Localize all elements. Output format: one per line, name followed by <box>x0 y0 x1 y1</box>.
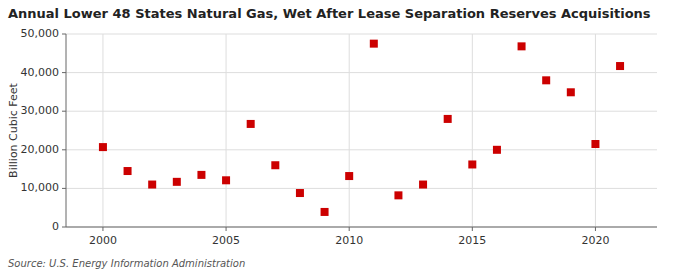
grid <box>66 34 657 227</box>
x-tick-label: 2010 <box>335 234 363 247</box>
y-tick <box>62 227 66 228</box>
point <box>99 143 107 151</box>
x-axis-line <box>66 227 657 228</box>
x-tick <box>102 227 103 231</box>
chart: 0 10,000 20,000 30,000 40,000 50,000 2000 2005 2… <box>0 0 675 275</box>
y-tick <box>62 111 66 112</box>
point <box>321 208 329 216</box>
axes: 0 10,000 20,000 30,000 40,000 50,000 2000 2005 2… <box>21 27 658 247</box>
x-tick-label: 2005 <box>212 234 240 247</box>
x-grid-line <box>595 34 596 227</box>
point <box>419 181 427 189</box>
y-grid-line <box>66 34 657 35</box>
y-tick-label: 0 <box>52 220 59 233</box>
point <box>222 176 230 184</box>
point <box>493 146 501 154</box>
point <box>173 178 181 186</box>
y-tick <box>62 34 66 35</box>
point <box>394 191 402 199</box>
point <box>124 167 132 175</box>
x-tick <box>595 227 596 231</box>
y-grid-line <box>66 227 657 228</box>
point <box>591 140 599 148</box>
x-tick-label: 2000 <box>89 234 117 247</box>
point <box>345 172 353 180</box>
point <box>271 161 279 169</box>
source-note: Source: U.S. Energy Information Administ… <box>8 258 245 269</box>
point <box>148 181 156 189</box>
point <box>247 120 255 128</box>
y-tick-label: 30,000 <box>21 104 60 117</box>
point <box>518 42 526 50</box>
x-grid-line <box>472 34 473 227</box>
point <box>567 88 575 96</box>
point <box>468 160 476 168</box>
x-grid-line <box>102 34 103 227</box>
y-tick <box>62 149 66 150</box>
point <box>616 62 624 70</box>
y-tick-label: 20,000 <box>21 143 60 156</box>
y-tick-label: 50,000 <box>21 27 60 40</box>
x-tick <box>226 227 227 231</box>
point <box>296 189 304 197</box>
y-tick <box>62 188 66 189</box>
x-tick <box>349 227 350 231</box>
point <box>197 171 205 179</box>
points <box>99 40 624 216</box>
x-tick <box>472 227 473 231</box>
x-tick-label: 2015 <box>458 234 486 247</box>
y-grid-line <box>66 149 657 150</box>
x-grid-line <box>226 34 227 227</box>
y-grid-line <box>66 111 657 112</box>
x-grid-line <box>349 34 350 227</box>
y-tick <box>62 72 66 73</box>
point <box>370 40 378 48</box>
x-tick-label: 2020 <box>581 234 609 247</box>
title: Annual Lower 48 States Natural Gas, Wet … <box>8 6 651 21</box>
y-tick-label: 10,000 <box>21 181 60 194</box>
y-axis-line <box>66 34 67 227</box>
y-tick-label: 40,000 <box>21 66 60 79</box>
point <box>542 76 550 84</box>
y-grid-line <box>66 72 657 73</box>
y-axis-label: Billion Cubic Feet <box>7 82 20 177</box>
point <box>444 115 452 123</box>
